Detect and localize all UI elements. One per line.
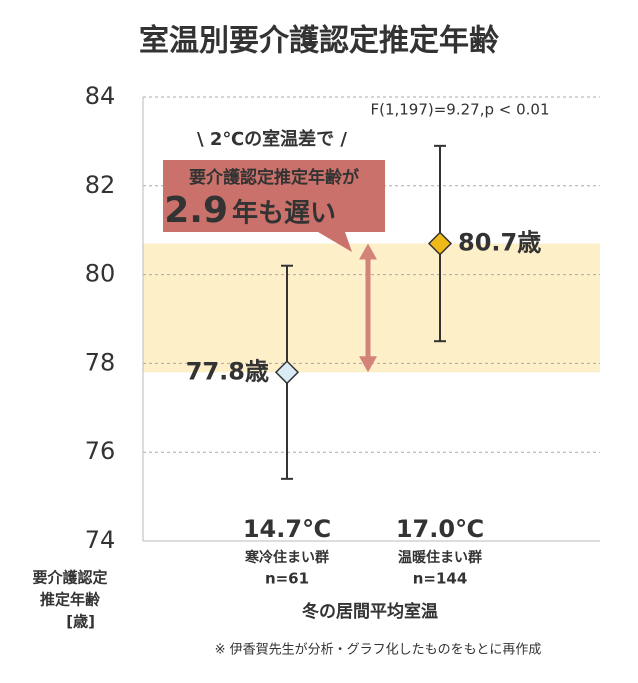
- statistic: F(1,197)=9.27,p < 0.01: [370, 101, 549, 119]
- y-axis-label: 要介護認定: [32, 569, 107, 587]
- group-label: 温暖住まい群: [398, 549, 482, 566]
- sample-size: n=61: [265, 570, 309, 588]
- mean-marker: [427, 231, 453, 256]
- note: ※ 伊香賀先生が分析・グラフ化したものをもとに再作成: [215, 643, 542, 658]
- mean-marker: [274, 360, 300, 385]
- y-tick-label: 76: [85, 437, 116, 465]
- sample-size: n=144: [413, 570, 468, 588]
- y-axis-label: 推定年齢: [40, 591, 101, 609]
- arrow-head: [359, 243, 377, 260]
- annotation-line: 要介護認定推定年齢が: [189, 167, 359, 188]
- difference-band: [143, 243, 600, 373]
- y-tick-label: 84: [85, 82, 116, 110]
- x-tick-label: 17.0℃: [396, 515, 484, 543]
- arrow-head: [359, 356, 377, 373]
- value-label: 80.7歳: [458, 229, 541, 257]
- y-tick-label: 82: [85, 171, 116, 199]
- y-tick-label: 74: [85, 526, 116, 554]
- annotation-suffix: 年も遅い: [232, 198, 336, 229]
- chart-title: 室温別要介護認定推定年齢: [139, 24, 499, 59]
- callout-box: [163, 160, 385, 252]
- annotation-highlight: 2.9: [164, 190, 228, 231]
- y-axis-label: [歳]: [66, 613, 95, 631]
- y-tick-label: 78: [85, 348, 116, 376]
- x-axis-label: 冬の居間平均室温: [302, 601, 438, 622]
- annotation-lead: \ 2℃の室温差で /: [197, 128, 347, 150]
- group-label: 寒冷住まい群: [245, 549, 329, 566]
- x-tick-label: 14.7℃: [243, 515, 331, 543]
- y-tick-label: 80: [85, 260, 116, 288]
- value-label: 77.8歳: [186, 357, 269, 385]
